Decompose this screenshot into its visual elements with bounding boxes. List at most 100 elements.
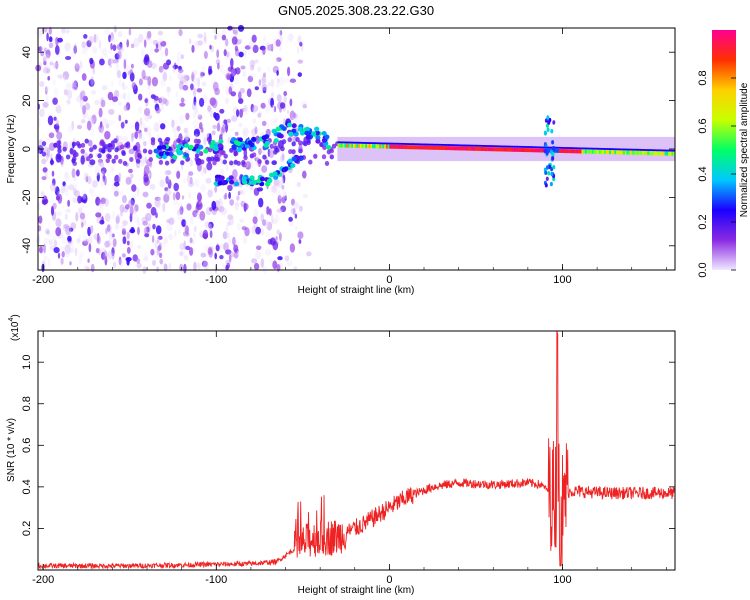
spectrogram-main-line-edge <box>642 149 645 151</box>
spectrogram-main-line-segment <box>491 147 494 152</box>
spectrogram-noise-blob <box>236 195 240 201</box>
spectrogram-noise-blob <box>107 250 113 260</box>
spectrogram-noise-blob <box>100 170 105 177</box>
spectrogram-noise-blob <box>149 47 154 56</box>
spectrogram-band-blob <box>257 159 262 165</box>
spectrogram-noise-blob <box>103 250 108 260</box>
spectrogram-noise-blob <box>194 178 200 188</box>
spectrogram-noise-blob <box>142 191 149 198</box>
spectrogram-noise-blob <box>46 68 51 74</box>
spectrogram-main-line-edge <box>576 147 579 150</box>
spectrogram-main-line-edge <box>498 145 501 148</box>
spectrogram-noise-blob <box>200 252 207 258</box>
spectrogram-main-line-edge <box>503 145 506 148</box>
spectrogram-band-blob <box>236 160 241 166</box>
spectrogram-upper-branch-blob <box>203 148 209 154</box>
spectrogram-noise-blob <box>270 78 275 88</box>
spectrogram-main-line-segment <box>379 144 382 149</box>
spectrogram-spike-blob <box>545 176 549 181</box>
spectrogram-noise-blob <box>179 102 186 107</box>
spectrogram-band-blob <box>137 152 142 158</box>
spectrogram-main-line-edge <box>635 148 638 151</box>
spectrogram-main-line-segment <box>536 148 539 153</box>
spectrogram-main-line-segment <box>353 143 356 148</box>
spectrogram-noise-blob <box>255 250 262 260</box>
spectrogram-main-line-edge <box>375 142 378 145</box>
spectrogram-noise-blob <box>193 128 200 137</box>
spectrogram-main-line-segment <box>531 148 534 153</box>
spectrogram-main-line-segment <box>481 147 484 151</box>
spectrogram-noise-blob <box>238 91 242 100</box>
spectrogram-main-line-edge <box>574 147 577 150</box>
spectrogram-noise-blob <box>38 46 43 52</box>
spectrogram-noise-blob <box>249 59 256 68</box>
spectrogram-noise-blob <box>302 170 307 179</box>
spectrogram-noise-blob <box>146 202 152 209</box>
spectrogram-main-line-segment <box>590 149 593 154</box>
spectrogram-main-line-edge <box>424 143 427 146</box>
spectrogram-noise-blob <box>64 247 71 256</box>
spectrogram-noise-blob <box>106 223 112 234</box>
spectrogram-main-line-segment <box>605 150 608 155</box>
spectrogram-lower-branch-blob <box>241 176 247 182</box>
spectrogram-noise-blob <box>144 117 149 122</box>
spectrogram-main-line-segment <box>470 146 473 151</box>
spectrogram-band-blob <box>49 159 55 165</box>
spectrogram-noise-blob <box>297 35 302 44</box>
spectrogram-main-line-edge <box>399 142 402 145</box>
spectrogram-noise-blob <box>62 181 66 187</box>
spectrogram-noise-blob <box>104 198 109 207</box>
spectrogram-upper-branch-blob <box>297 126 303 132</box>
snr-scale-label: (x104) <box>8 314 21 341</box>
spectrogram-noise-blob <box>98 40 102 50</box>
spectrogram-main-line-segment <box>415 145 418 150</box>
spectrogram-spike-blob <box>552 120 556 125</box>
spectrogram-upper-branch-blob <box>288 131 294 137</box>
spectrogram-noise-blob <box>134 131 139 140</box>
spectrogram-noise-blob <box>179 243 185 250</box>
spectrogram-noise-blob <box>270 118 276 127</box>
spectrogram-main-line-segment <box>465 146 468 151</box>
spectrogram-noise-blob <box>258 79 262 86</box>
spectrogram-noise-blob <box>236 250 240 256</box>
spectrogram-noise-blob <box>48 36 53 43</box>
spectrogram-upper-branch-blob <box>304 130 310 136</box>
spectrogram-noise-blob <box>271 92 275 98</box>
spectrogram-main-line-edge <box>427 143 430 146</box>
spectrogram-main-line-segment <box>349 143 352 148</box>
colorbar-tick-label: 0.0 <box>697 262 709 277</box>
spectrogram-noise-blob <box>250 73 257 78</box>
spectrogram-noise-blob <box>189 159 193 167</box>
spectrogram-main-line-edge <box>453 144 456 147</box>
spectrogram-main-line-edge <box>410 143 413 145</box>
spectrogram-noise-blob <box>122 236 127 245</box>
spectrogram-main-line-edge <box>673 149 676 152</box>
spectrogram-main-line-edge <box>624 148 627 151</box>
spectrogram-main-line-edge <box>668 149 671 152</box>
spectrogram-noise-blob <box>164 47 169 57</box>
spectrogram-noise-blob <box>231 115 238 122</box>
spectrogram-noise-blob <box>231 26 235 32</box>
spectrogram-noise-blob <box>64 244 71 255</box>
spectrogram-upper-branch-blob <box>299 130 306 136</box>
spectrogram-main-line-edge <box>363 142 366 144</box>
spectrogram-noise-blob <box>45 137 51 143</box>
spectrogram-main-line-segment <box>417 145 420 150</box>
spectrogram-noise-blob <box>120 210 124 217</box>
spectrogram-noise-blob <box>166 223 173 232</box>
spectrogram-noise-blob <box>140 157 145 167</box>
spectrogram-main-line-segment <box>500 147 503 152</box>
spectrogram-noise-blob <box>60 257 64 265</box>
spectrogram-noise-blob <box>253 262 260 271</box>
spectrogram-noise-blob <box>278 76 285 87</box>
spectrogram-main-line-edge <box>541 146 544 149</box>
spectrogram-noise-blob <box>234 45 239 52</box>
spectrogram-noise-blob <box>243 105 248 112</box>
spectrogram-noise-blob <box>101 118 108 124</box>
spectrogram-noise-blob <box>83 234 87 243</box>
spectrogram-noise-blob <box>203 94 208 103</box>
spectrogram-main-line-segment <box>368 144 371 149</box>
spectrogram-noise-blob <box>80 204 85 210</box>
spectrogram-noise-blob <box>256 187 264 192</box>
spectrogram-noise-blob <box>172 64 176 74</box>
